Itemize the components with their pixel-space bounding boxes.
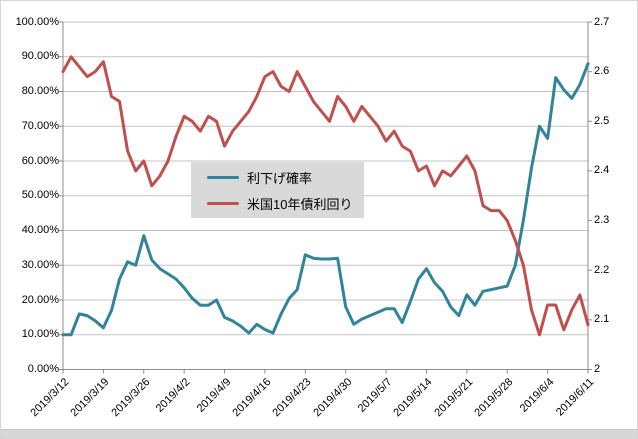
left-axis-tick-label: 0.00% <box>27 363 59 375</box>
left-axis-tick-label: 70.00% <box>21 119 59 132</box>
right-axis-tick-label: 2.2 <box>594 263 610 276</box>
right-axis-tick-label: 2.1 <box>594 313 610 326</box>
right-axis-tick-label: 2.7 <box>594 15 610 28</box>
right-axis-tick-label: 2 <box>594 363 601 375</box>
left-axis-tick-label: 40.00% <box>21 224 59 236</box>
series-line-left <box>61 62 590 337</box>
left-axis-tick-label: 60.00% <box>21 154 59 167</box>
left-axis-tick-label: 100.00% <box>15 15 59 28</box>
blue-line-swatch-icon <box>207 175 239 179</box>
legend-item-rate-cut-probability: 利下げ確率 <box>207 168 364 187</box>
legend-item-us-10y-yield: 米国10年債利回り <box>207 194 364 213</box>
left-axis-tick-label: 80.00% <box>21 85 59 97</box>
red-line-swatch-icon <box>207 201 239 205</box>
series-line-right <box>61 55 590 337</box>
right-axis-tick-label: 2.4 <box>594 164 610 177</box>
right-axis-tick-label: 2.5 <box>594 114 610 127</box>
left-axis-tick-label: 30.00% <box>21 258 59 271</box>
right-axis-tick-label: 2.3 <box>594 214 610 227</box>
legend-label: 米国10年債利回り <box>247 196 353 212</box>
legend: 利下げ確率 米国10年債利回り <box>191 162 364 218</box>
window-edge-strip <box>1 429 637 438</box>
legend-label: 利下げ確率 <box>247 170 313 186</box>
left-axis-tick-label: 50.00% <box>21 189 59 202</box>
right-axis-tick-label: 2.6 <box>594 65 610 78</box>
left-axis-tick-label: 20.00% <box>21 293 59 306</box>
left-axis-tick-label: 90.00% <box>21 50 59 63</box>
left-axis-tick-label: 10.00% <box>21 328 59 341</box>
